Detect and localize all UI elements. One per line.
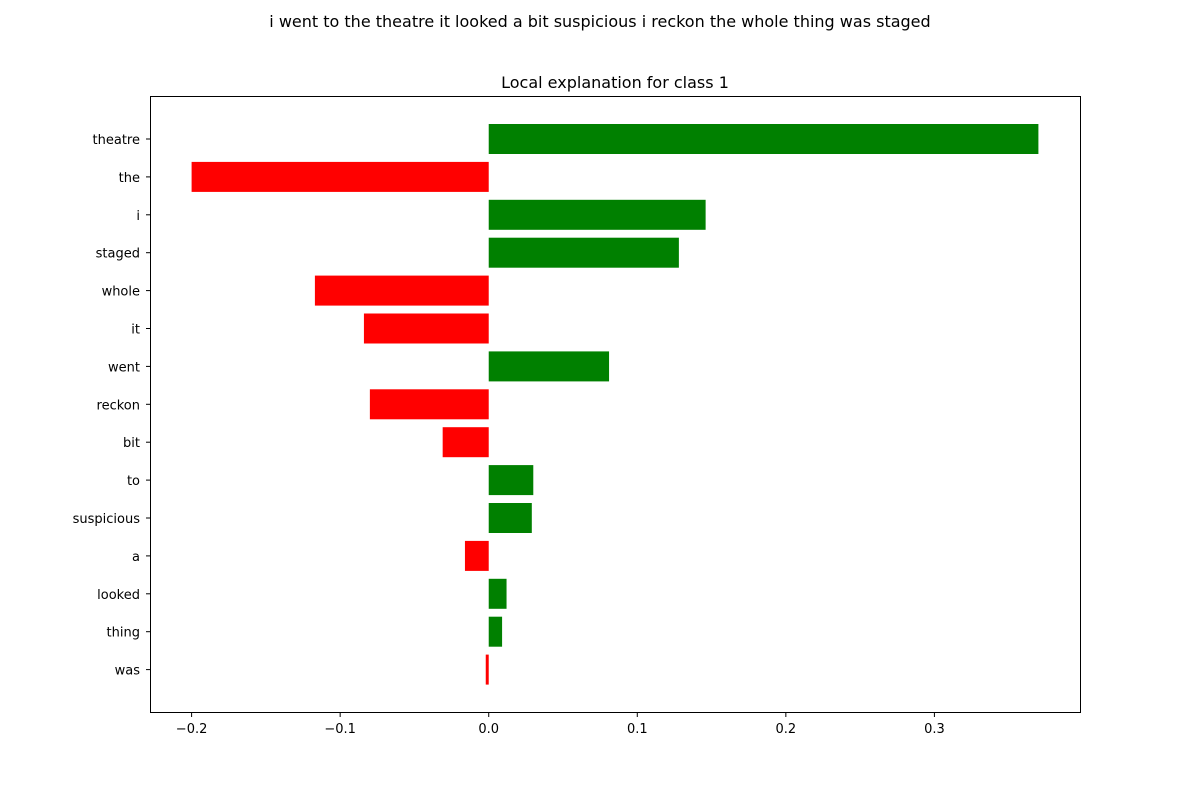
y-tick-label: bit [123,436,140,451]
bar-to [488,465,534,496]
x-tick-layer: −0.2 −0.1 0.0 0.1 0.2 0.3 [176,712,945,737]
bar-looked [488,578,507,609]
bar-thing [488,616,503,647]
bar-the [191,161,489,192]
y-tick-label: the [119,171,140,186]
x-tick-label: −0.2 [176,722,208,737]
bar-it [363,313,489,344]
y-tick-label: to [127,474,140,489]
chart-title: Local explanation for class 1 [501,73,729,92]
x-tick-label: −0.1 [324,722,356,737]
y-tick-label: looked [97,588,140,603]
bar-i [488,199,706,230]
bar-a [464,540,489,571]
y-tick-layer: theatre the i staged whole it went reckon bit to s… [73,133,150,679]
y-tick-label: whole [102,285,140,300]
x-tick-label: 0.2 [776,722,797,737]
y-tick-label: it [131,323,140,338]
x-tick-label: 0.3 [924,722,945,737]
y-tick-label: was [115,664,141,679]
bar-was [485,654,489,685]
bar-staged [488,237,679,268]
bar-theatre [488,124,1039,154]
y-tick-label: went [108,360,140,375]
y-tick-label: suspicious [73,512,141,527]
bar-whole [314,275,489,306]
y-tick-label: staged [96,247,140,262]
y-tick-label: reckon [97,398,140,413]
y-tick-label: i [136,209,140,224]
bar-bit [442,427,489,458]
bar-suspicious [488,503,532,533]
figure-suptitle: i went to the theatre it looked a bit su… [269,12,931,31]
y-tick-label: a [132,550,140,565]
x-tick-label: 0.1 [627,722,648,737]
x-tick-label: 0.0 [478,722,499,737]
bar-reckon [369,389,489,420]
axes-frame [150,96,1081,713]
y-tick-label: theatre [93,133,140,148]
bars-layer [191,124,1039,685]
y-tick-label: thing [107,626,140,641]
bar-went [488,351,610,382]
